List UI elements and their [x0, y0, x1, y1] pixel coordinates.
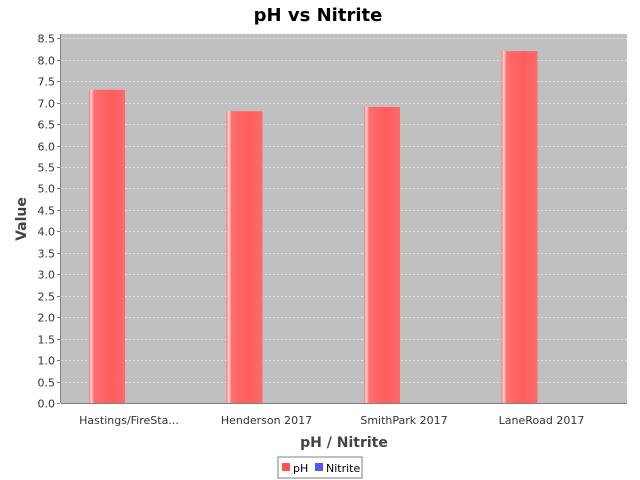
y-tick-label: 7.5	[38, 76, 56, 89]
y-tick-label: 0.0	[38, 398, 56, 411]
bar-ph-1	[226, 111, 263, 404]
bar-ph-0	[89, 89, 125, 404]
y-tick-label: 0.5	[38, 377, 56, 390]
y-tick-label: 8.0	[38, 55, 56, 68]
y-tick-label: 4.0	[38, 226, 56, 239]
bars	[89, 51, 538, 404]
y-tick-label: 4.5	[38, 205, 56, 218]
y-tick-label: 3.5	[38, 248, 56, 261]
x-category-label: Hastings/FireSta...	[79, 414, 179, 427]
x-axis: Hastings/FireSta... Henderson 2017 SmithPa…	[61, 403, 627, 427]
y-tick-label: 8.5	[38, 33, 56, 46]
x-axis-title: pH / Nitrite	[300, 435, 388, 451]
y-tick-label: 5.0	[38, 183, 56, 196]
y-tick-label: 1.0	[38, 355, 56, 368]
y-axis: 0.0 0.5 1.0 1.5 2.0 2.5 3.0 3.5 4.0 4.5 5.0 5.5 6.0 6…	[38, 33, 61, 411]
x-category-label: SmithPark 2017	[360, 414, 447, 427]
y-axis-title: Value	[14, 197, 30, 241]
bar-ph-3	[501, 51, 538, 404]
y-tick-label: 2.5	[38, 291, 56, 304]
y-tick-label: 3.0	[38, 269, 56, 282]
y-tick-label: 7.0	[38, 98, 56, 111]
legend-label-nitrite: Nitrite	[326, 462, 360, 475]
plot-background	[61, 34, 627, 403]
legend-swatch-nitrite	[315, 463, 323, 471]
y-tick-label: 2.0	[38, 312, 56, 325]
legend: pH Nitrite	[277, 456, 363, 479]
y-tick-label: 6.5	[38, 119, 56, 132]
bar-ph-2	[364, 106, 400, 403]
x-category-label: Henderson 2017	[221, 414, 312, 427]
plot-area	[61, 34, 627, 404]
y-tick-label: 6.0	[38, 141, 56, 154]
chart-title: pH vs Nitrite	[254, 5, 383, 26]
y-tick-label: 5.5	[38, 162, 56, 175]
y-tick-label: 1.5	[38, 334, 56, 347]
legend-label-ph: pH	[293, 462, 308, 475]
legend-swatch-ph	[282, 463, 290, 471]
x-category-label: LaneRoad 2017	[499, 414, 585, 427]
